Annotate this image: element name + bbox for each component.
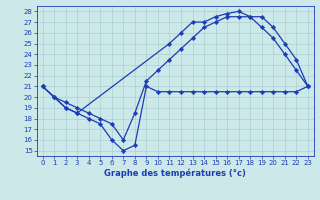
X-axis label: Graphe des températures (°c): Graphe des températures (°c) xyxy=(104,169,246,178)
